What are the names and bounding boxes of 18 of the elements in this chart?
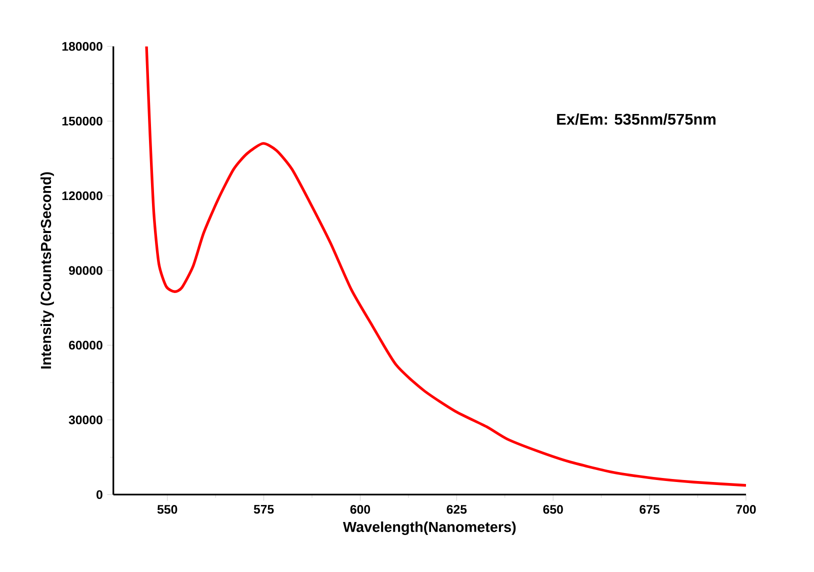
- y-tick-label: 90000: [68, 266, 102, 275]
- y-tick-label: 150000: [62, 116, 102, 126]
- x-tick-label: 675: [640, 505, 660, 514]
- x-tick-label: 700: [736, 505, 756, 514]
- y-tick-label: 180000: [62, 42, 102, 51]
- x-tick-label: 600: [350, 505, 370, 514]
- x-tick-label: 650: [543, 505, 563, 514]
- y-tick-label: 120000: [62, 191, 102, 200]
- x-tick-label: 575: [254, 505, 274, 514]
- annotation: Ex/Em: 535nm/575nm: [557, 113, 716, 125]
- y-tick-label: 0: [96, 490, 102, 500]
- y-tick-label: 60000: [68, 340, 102, 350]
- y-axis-title: Intensity (CountsPerSecond): [40, 172, 54, 369]
- x-axis-title: Wavelength(Nanometers): [342, 522, 516, 536]
- x-tick-label: 625: [446, 505, 467, 514]
- y-tick-label: 30000: [68, 416, 102, 424]
- x-tick-label: 550: [157, 505, 178, 514]
- line-series: [145, 46, 746, 487]
